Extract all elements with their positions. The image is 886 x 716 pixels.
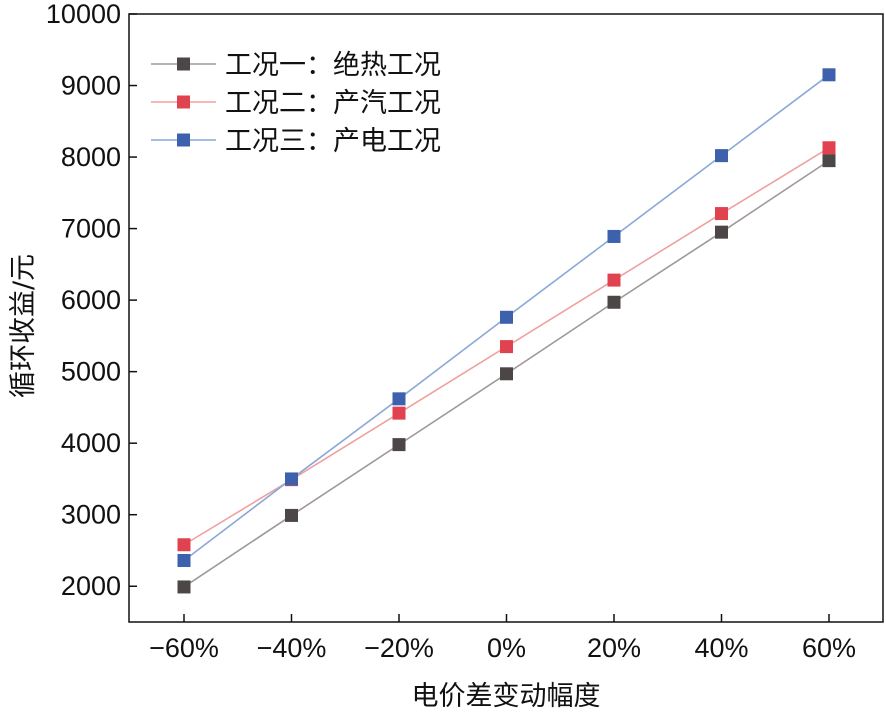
- data-point: [500, 340, 513, 354]
- y-tick-label: 3000: [61, 500, 121, 530]
- x-tick-label: −20%: [364, 633, 434, 663]
- x-tick-label: 20%: [587, 633, 641, 663]
- y-tick-label: 6000: [61, 285, 121, 315]
- y-tick-label: 5000: [61, 357, 121, 387]
- data-point: [392, 438, 406, 452]
- x-axis: −60% −40% −20% 0% 20% 40% 60%: [149, 614, 856, 663]
- data-point: [607, 295, 621, 309]
- data-point: [177, 538, 191, 552]
- data-point: [392, 392, 406, 406]
- legend-label: 工况三：产电工况: [225, 126, 441, 157]
- legend-marker: [177, 133, 190, 147]
- y-tick-label: 8000: [61, 142, 121, 172]
- data-point: [822, 68, 836, 82]
- x-tick-label: −60%: [149, 633, 219, 663]
- legend-label: 工况一：绝热工况: [225, 50, 441, 81]
- data-point: [607, 273, 621, 287]
- data-point: [285, 508, 298, 522]
- data-point: [177, 580, 191, 594]
- x-tick-label: −40%: [257, 633, 327, 663]
- data-point: [822, 154, 836, 168]
- data-point: [715, 225, 728, 239]
- y-axis-title: 循环收益/元: [8, 254, 39, 398]
- y-axis: 2000 3000 4000 5000 6000 7000 8000 9000 10000: [46, 0, 137, 601]
- series-3: [177, 68, 836, 567]
- x-tick-label: 40%: [694, 633, 748, 663]
- data-point: [822, 141, 836, 155]
- data-point: [715, 149, 728, 163]
- x-tick-label: 0%: [487, 633, 526, 663]
- y-tick-label: 9000: [61, 71, 121, 101]
- legend-marker: [177, 57, 190, 71]
- legend-item: 工况一：绝热工况: [151, 50, 441, 81]
- series-layer: [177, 68, 836, 594]
- y-tick-label: 4000: [61, 428, 121, 458]
- y-tick-label: 7000: [61, 214, 121, 244]
- legend-item: 工况二：产汽工况: [151, 88, 441, 119]
- data-point: [285, 472, 298, 486]
- legend-marker: [177, 95, 190, 109]
- data-point: [607, 229, 621, 243]
- data-point: [392, 406, 406, 420]
- data-point: [715, 207, 728, 221]
- legend-label: 工况二：产汽工况: [225, 88, 441, 119]
- y-tick-label: 2000: [61, 571, 121, 601]
- y-tick-label: 10000: [46, 0, 121, 29]
- legend-item: 工况三：产电工况: [151, 126, 441, 157]
- x-tick-label: 60%: [802, 633, 856, 663]
- data-point: [177, 553, 191, 567]
- x-axis-title: 电价差变动幅度: [412, 681, 601, 712]
- data-point: [500, 367, 513, 381]
- data-point: [500, 310, 513, 324]
- series-1: [177, 154, 836, 594]
